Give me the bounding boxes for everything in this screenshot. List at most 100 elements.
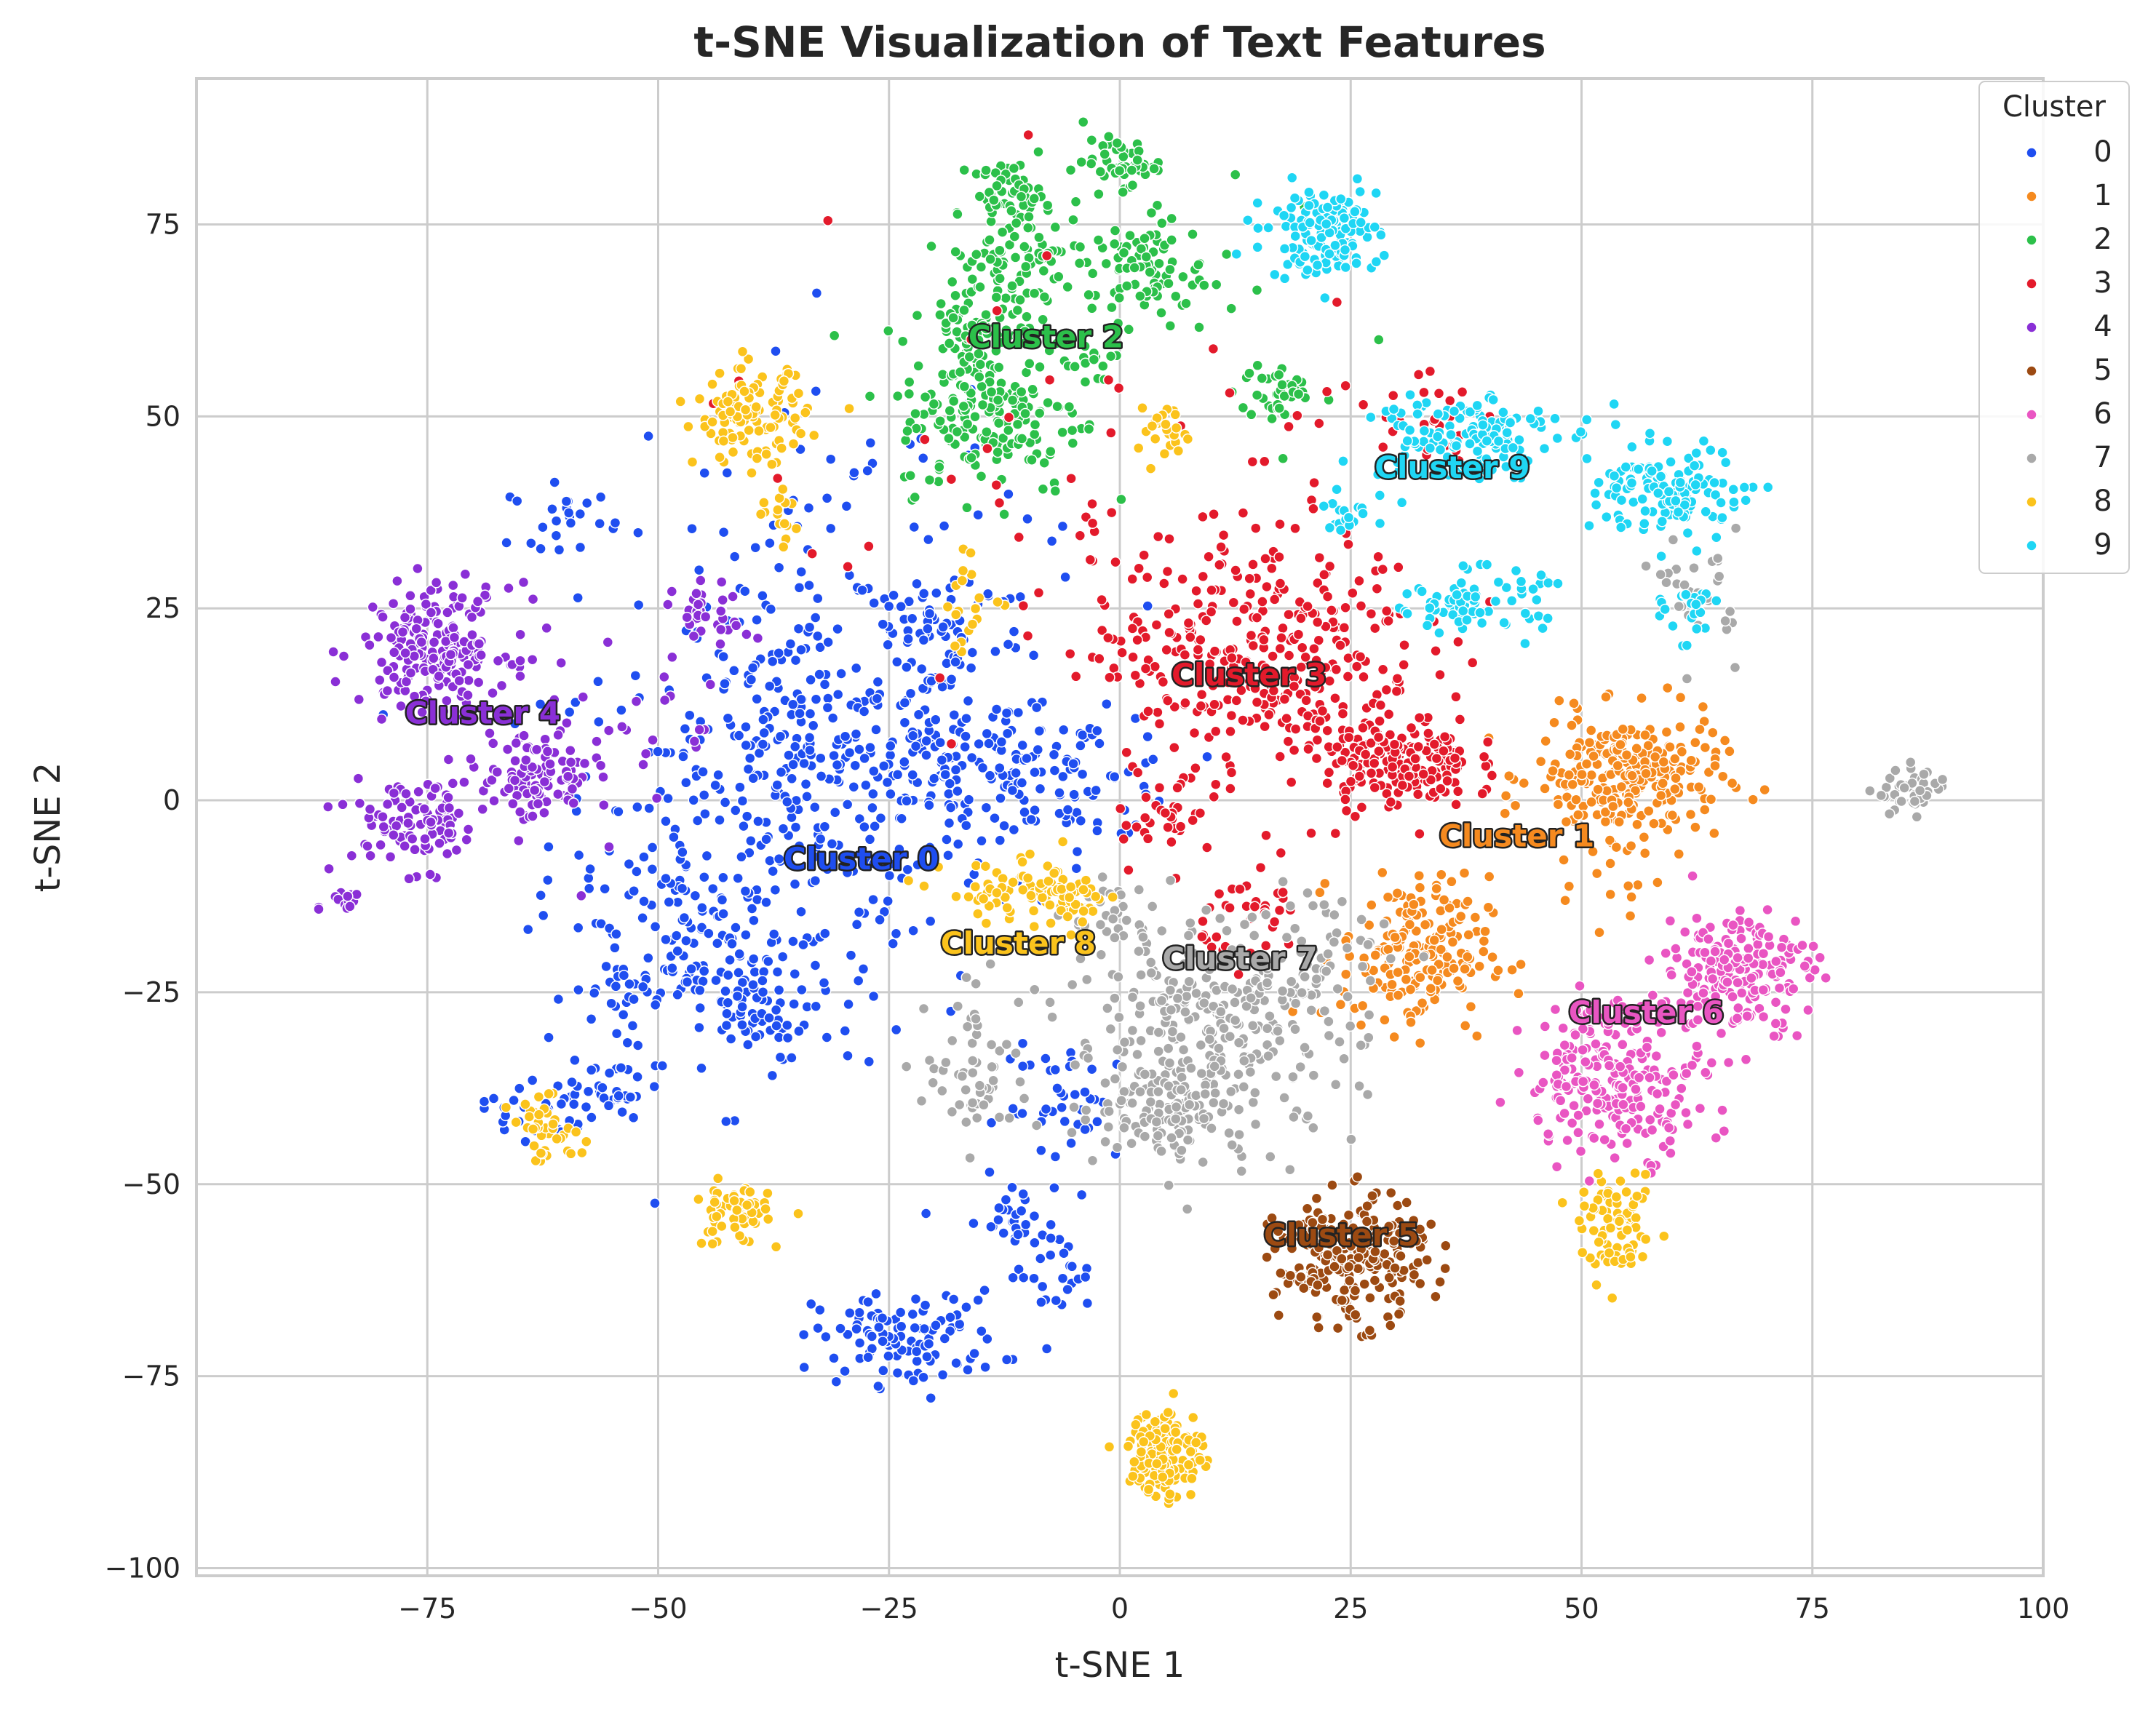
point-cluster-6 <box>1732 976 1743 989</box>
point-cluster-6 <box>1577 1044 1588 1056</box>
point-cluster-6 <box>1768 1030 1780 1042</box>
point-cluster-4 <box>715 605 727 617</box>
point-cluster-8 <box>950 890 962 903</box>
point-cluster-8 <box>736 346 749 358</box>
point-cluster-0 <box>941 834 952 845</box>
point-cluster-5 <box>1268 1288 1279 1301</box>
point-cluster-0 <box>1059 1115 1071 1128</box>
point-cluster-0 <box>1025 813 1038 826</box>
point-cluster-4 <box>415 636 428 648</box>
point-cluster-0 <box>740 739 752 752</box>
point-cluster-1 <box>1518 777 1530 789</box>
point-cluster-0 <box>795 644 807 655</box>
point-cluster-6 <box>1727 991 1738 1003</box>
point-cluster-3 <box>1197 915 1209 928</box>
point-cluster-7 <box>900 1061 912 1072</box>
point-cluster-2 <box>1193 322 1205 333</box>
point-cluster-7 <box>987 1075 999 1087</box>
point-cluster-0 <box>742 763 755 775</box>
point-cluster-4 <box>441 848 453 860</box>
point-cluster-3 <box>945 738 958 750</box>
point-cluster-1 <box>1404 919 1416 930</box>
point-cluster-4 <box>402 817 414 829</box>
point-cluster-4 <box>552 729 564 741</box>
point-cluster-2 <box>952 208 963 220</box>
point-cluster-8 <box>675 396 686 407</box>
point-cluster-4 <box>602 725 615 736</box>
point-cluster-8 <box>808 429 820 442</box>
point-cluster-0 <box>910 740 922 752</box>
point-cluster-3 <box>1452 786 1464 797</box>
point-cluster-3 <box>1224 387 1236 399</box>
point-cluster-0 <box>602 1100 615 1112</box>
point-cluster-7 <box>1302 1110 1314 1122</box>
point-cluster-3 <box>1260 829 1272 842</box>
point-cluster-1 <box>1458 867 1471 879</box>
point-cluster-8 <box>523 1111 536 1123</box>
point-cluster-7 <box>1029 984 1041 996</box>
point-cluster-0 <box>854 1307 865 1319</box>
point-cluster-2 <box>1121 280 1133 292</box>
point-cluster-6 <box>1668 1069 1679 1081</box>
point-cluster-0 <box>1070 862 1083 874</box>
point-cluster-0 <box>870 1288 882 1300</box>
point-cluster-3 <box>1274 518 1286 530</box>
point-cluster-0 <box>616 1106 628 1118</box>
point-cluster-0 <box>1001 728 1014 739</box>
point-cluster-4 <box>507 798 519 810</box>
point-cluster-6 <box>1670 943 1682 954</box>
point-cluster-3 <box>1371 583 1383 594</box>
point-cluster-8 <box>1024 848 1036 860</box>
point-cluster-0 <box>773 562 785 573</box>
point-cluster-7 <box>1146 901 1158 912</box>
point-cluster-1 <box>1685 754 1697 767</box>
point-cluster-3 <box>1283 420 1294 433</box>
point-cluster-4 <box>342 890 354 902</box>
point-cluster-2 <box>975 470 987 482</box>
point-cluster-1 <box>1580 835 1592 847</box>
point-cluster-4 <box>659 671 670 683</box>
point-cluster-2 <box>1164 320 1177 332</box>
point-cluster-3 <box>1266 562 1278 575</box>
point-cluster-0 <box>1108 770 1121 783</box>
point-cluster-0 <box>785 858 797 870</box>
point-cluster-7 <box>1345 1133 1357 1145</box>
point-cluster-3 <box>1234 883 1246 895</box>
point-cluster-0 <box>966 752 978 764</box>
point-cluster-0 <box>731 990 744 1003</box>
point-cluster-6 <box>1717 1104 1728 1116</box>
point-cluster-6 <box>1562 1134 1573 1147</box>
point-cluster-3 <box>945 473 958 485</box>
point-cluster-0 <box>563 706 576 718</box>
point-cluster-0 <box>835 668 847 679</box>
point-cluster-0 <box>794 707 805 720</box>
point-cluster-6 <box>1660 947 1671 959</box>
point-cluster-0 <box>1012 1229 1024 1240</box>
point-cluster-8 <box>693 393 706 405</box>
point-cluster-0 <box>960 712 972 725</box>
point-cluster-4 <box>453 674 465 687</box>
point-cluster-1 <box>1690 736 1701 749</box>
point-cluster-1 <box>1661 682 1674 694</box>
point-cluster-2 <box>1019 260 1032 273</box>
point-cluster-3 <box>1340 794 1351 805</box>
point-cluster-0 <box>733 730 745 741</box>
point-cluster-2 <box>1051 400 1063 412</box>
point-cluster-7 <box>1046 1011 1058 1023</box>
point-cluster-7 <box>946 1035 958 1047</box>
point-cluster-0 <box>963 794 975 805</box>
point-cluster-4 <box>403 873 415 885</box>
point-cluster-2 <box>1038 457 1050 469</box>
point-cluster-0 <box>773 647 784 659</box>
point-cluster-2 <box>1009 252 1022 263</box>
point-cluster-4 <box>443 802 456 814</box>
point-cluster-7 <box>1318 898 1330 911</box>
point-cluster-1 <box>1586 796 1597 808</box>
point-cluster-3 <box>1207 343 1220 355</box>
point-cluster-7 <box>1126 1137 1137 1149</box>
point-cluster-0 <box>936 754 948 766</box>
point-cluster-7 <box>1107 913 1119 925</box>
point-cluster-7 <box>1320 965 1332 977</box>
point-cluster-2 <box>1024 358 1035 370</box>
point-cluster-0 <box>600 960 612 973</box>
